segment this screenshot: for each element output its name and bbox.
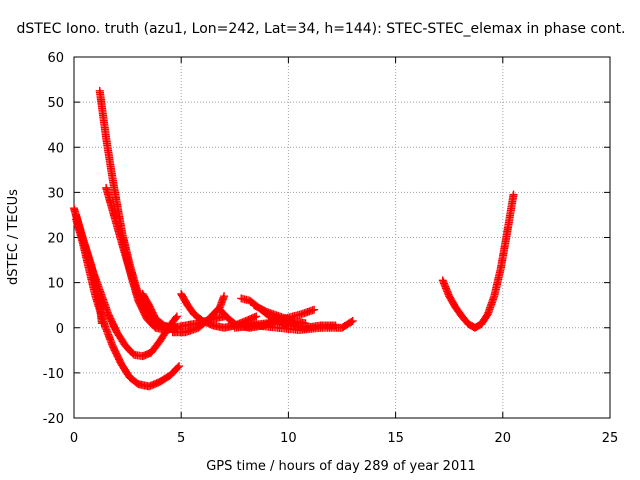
x-tick-label: 25 bbox=[602, 431, 619, 446]
x-tick-label: 20 bbox=[495, 431, 512, 446]
y-tick-label: -10 bbox=[43, 367, 64, 382]
x-tick-label: 10 bbox=[280, 431, 297, 446]
series-14 bbox=[230, 316, 357, 335]
y-tick-label: 30 bbox=[47, 186, 64, 201]
data-point-marker bbox=[347, 317, 356, 326]
data-point-marker bbox=[301, 319, 310, 328]
series-6 bbox=[119, 233, 175, 332]
axis-ticks: 0 5 10 15 20 25 -20 -10 0 10 20 30 40 50 60 bbox=[43, 51, 619, 446]
x-tick-label: 15 bbox=[387, 431, 404, 446]
data-point-marker bbox=[175, 362, 184, 371]
y-tick-label: -20 bbox=[43, 412, 64, 427]
data-layer bbox=[70, 86, 518, 391]
y-tick-label: 60 bbox=[47, 51, 64, 66]
data-point-marker bbox=[172, 312, 181, 321]
y-tick-label: 10 bbox=[47, 277, 64, 292]
data-point-marker bbox=[509, 190, 518, 199]
series-2 bbox=[72, 210, 181, 361]
data-point-marker bbox=[310, 305, 319, 314]
series-15 bbox=[438, 190, 518, 332]
series-9 bbox=[168, 292, 229, 337]
y-tick-label: 40 bbox=[47, 141, 64, 156]
y-axis-label: dSTEC / TECUs bbox=[6, 189, 21, 285]
chart-title: dSTEC Iono. truth (azu1, Lon=242, Lat=34… bbox=[16, 21, 625, 37]
data-point-marker bbox=[171, 313, 180, 322]
data-point-marker bbox=[252, 312, 261, 321]
x-tick-label: 0 bbox=[70, 431, 78, 446]
data-point-marker bbox=[348, 316, 357, 325]
series-8 bbox=[177, 289, 261, 332]
y-tick-label: 50 bbox=[47, 96, 64, 111]
grid-lines bbox=[74, 57, 610, 418]
series-3 bbox=[72, 215, 184, 391]
series-5 bbox=[102, 183, 173, 332]
x-axis-label: GPS time / hours of day 289 of year 2011 bbox=[206, 459, 476, 474]
y-tick-label: 0 bbox=[56, 322, 64, 337]
data-point-marker bbox=[173, 363, 182, 372]
y-tick-label: 20 bbox=[47, 232, 64, 247]
data-point-marker bbox=[220, 292, 229, 301]
x-tick-label: 5 bbox=[177, 431, 185, 446]
